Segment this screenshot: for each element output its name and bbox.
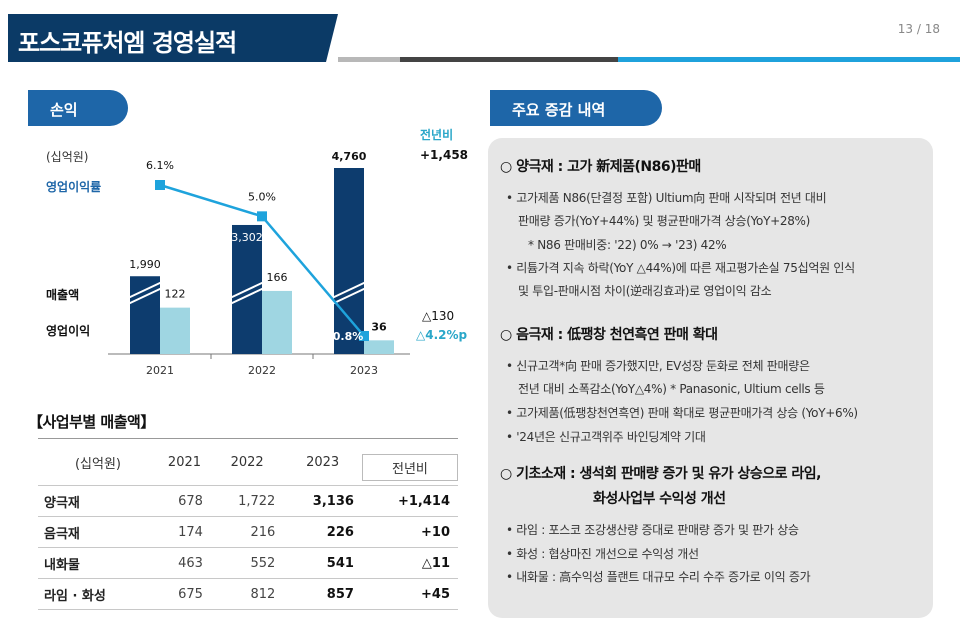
revenue-data-label: 3,302 <box>231 231 263 244</box>
cell: △11 <box>361 547 458 579</box>
cell: +45 <box>361 578 458 610</box>
basic-heading: ○ 기초소재 : 생석회 판매량 증가 및 유가 상승으로 라임, <box>500 466 821 482</box>
cell: 678 <box>158 485 211 517</box>
col-2023: 2023 <box>283 438 362 486</box>
table-header-row: (십억원) 2021 2022 2023 전년비 <box>38 438 458 486</box>
margin-data-label: 5.0% <box>248 190 276 203</box>
cell: 174 <box>158 516 211 548</box>
cathode-heading: ○ 양극재 : 고가 新제품(N86)판매 <box>500 159 701 175</box>
section-label-pl: 손익 <box>28 90 128 126</box>
profit-data-label: 166 <box>267 271 288 284</box>
cell: +1,414 <box>361 485 458 517</box>
revenue-data-label: 4,760 <box>332 150 367 163</box>
margin-data-label: 0.8% <box>333 330 364 343</box>
basic-heading-cont: 화성사업부 수익성 개선 <box>593 491 726 507</box>
table-row: 내화물 463 552 541 △11 <box>38 547 458 579</box>
profit-data-label: 122 <box>165 288 186 301</box>
table-row: 라임 · 화성 675 812 857 +45 <box>38 578 458 610</box>
cell: 216 <box>210 516 284 548</box>
legend-profit: 영업이익 <box>46 323 90 338</box>
legend-revenue: 매출액 <box>46 287 79 302</box>
yoy-margin: △4.2%p <box>416 328 468 342</box>
anode-heading: ○ 음극재 : 低팽창 천연흑연 판매 확대 <box>500 327 718 343</box>
x-tick-label: 2022 <box>248 364 276 377</box>
anode-line: • '24년은 신규고객위주 바인딩계약 기대 <box>506 430 706 444</box>
col-2022: 2022 <box>210 438 284 486</box>
page-number: 13 / 18 <box>897 22 940 36</box>
cathode-line: * N86 판매비중: '22) 0% → '23) 42% <box>528 238 727 252</box>
axis-break-mark <box>229 281 265 305</box>
cathode-line: • 고가제품 N86(단결정 포함) Ultium向 판매 시작되며 전년 대비 <box>506 191 827 205</box>
section-label-changes: 주요 증감 내역 <box>490 90 662 126</box>
cell: 1,722 <box>210 485 284 517</box>
table-row: 양극재 678 1,722 3,136 +1,414 <box>38 485 458 517</box>
profit-bar <box>364 340 394 354</box>
title-accent <box>326 14 338 62</box>
axis-break-mark <box>331 281 367 305</box>
revenue-data-label: 1,990 <box>129 258 161 271</box>
axis-break-mark <box>127 281 163 305</box>
row-label: 음극재 <box>38 516 158 548</box>
cell: +10 <box>361 516 458 548</box>
cell: 3,136 <box>283 485 362 517</box>
revenue-bar <box>130 276 160 354</box>
anode-line: 전년 대비 소폭감소(YoY△4%) * Panasonic, Ultium c… <box>518 382 825 396</box>
yoy-header: 전년비 <box>420 127 453 142</box>
pl-chart: (십억원) 전년비 영업이익률 매출액 영업이익 1,990 122 3,302 16… <box>46 127 468 377</box>
profit-data-label: 36 <box>371 320 387 333</box>
page-title: 포스코퓨처엠 경영실적 <box>8 14 326 62</box>
row-label: 내화물 <box>38 547 158 579</box>
col-2021: 2021 <box>158 438 211 486</box>
cell: 226 <box>283 516 362 548</box>
row-label: 양극재 <box>38 485 158 517</box>
cell: 552 <box>210 547 284 579</box>
profit-bar <box>160 307 190 354</box>
yoy-profit: △130 <box>422 309 454 323</box>
margin-point <box>257 211 267 222</box>
margin-point <box>359 331 369 341</box>
details-panel <box>488 138 933 618</box>
cell: 675 <box>158 578 211 610</box>
chart-unit-label: (십억원) <box>46 150 88 164</box>
anode-line: • 신규고객*向 판매 증가했지만, EV성장 둔화로 전체 판매량은 <box>506 359 810 373</box>
cell: 812 <box>210 578 284 610</box>
col-yoy: 전년비 <box>361 438 458 486</box>
cathode-line: • 리튬가격 지속 하락(YoY △44%)에 따른 재고평가손실 75십억원 … <box>506 261 855 275</box>
cell: 541 <box>283 547 362 579</box>
margin-point <box>155 180 165 190</box>
yoy-revenue: +1,458 <box>420 148 468 162</box>
row-label: 라임 · 화성 <box>38 578 158 610</box>
segment-table-title: 【사업부별 매출액】 <box>28 413 155 431</box>
header-stripe <box>338 57 960 62</box>
basic-line: • 라임 : 포스코 조강생산량 증대로 판매량 증가 및 판가 상승 <box>506 523 799 537</box>
anode-line: • 고가제품(低팽창천연흑연) 판매 확대로 평균판매가격 상승 (YoY+6%… <box>506 406 858 420</box>
basic-line: • 내화물 : 高수익성 플랜트 대규모 수리 수주 증가로 이익 증가 <box>506 570 811 584</box>
table-row: 음극재 174 216 226 +10 <box>38 516 458 548</box>
unit-header: (십억원) <box>38 438 158 486</box>
basic-line: • 화성 : 협상마진 개선으로 수익성 개선 <box>506 547 699 561</box>
x-tick-label: 2021 <box>146 364 174 377</box>
legend-margin: 영업이익률 <box>46 179 101 194</box>
segment-table: (십억원) 2021 2022 2023 전년비 양극재 678 1,722 3… <box>38 438 458 610</box>
profit-bar <box>262 290 292 354</box>
margin-data-label: 6.1% <box>146 159 174 172</box>
x-tick-label: 2023 <box>350 364 378 377</box>
cathode-line: 판매량 증가(YoY+44%) 및 평균판매가격 상승(YoY+28%) <box>518 214 811 228</box>
revenue-bar <box>334 168 364 354</box>
cathode-line: 및 투입-판매시점 차이(逆래깅효과)로 영업이익 감소 <box>518 284 772 298</box>
cell: 857 <box>283 578 362 610</box>
cell: 463 <box>158 547 211 579</box>
